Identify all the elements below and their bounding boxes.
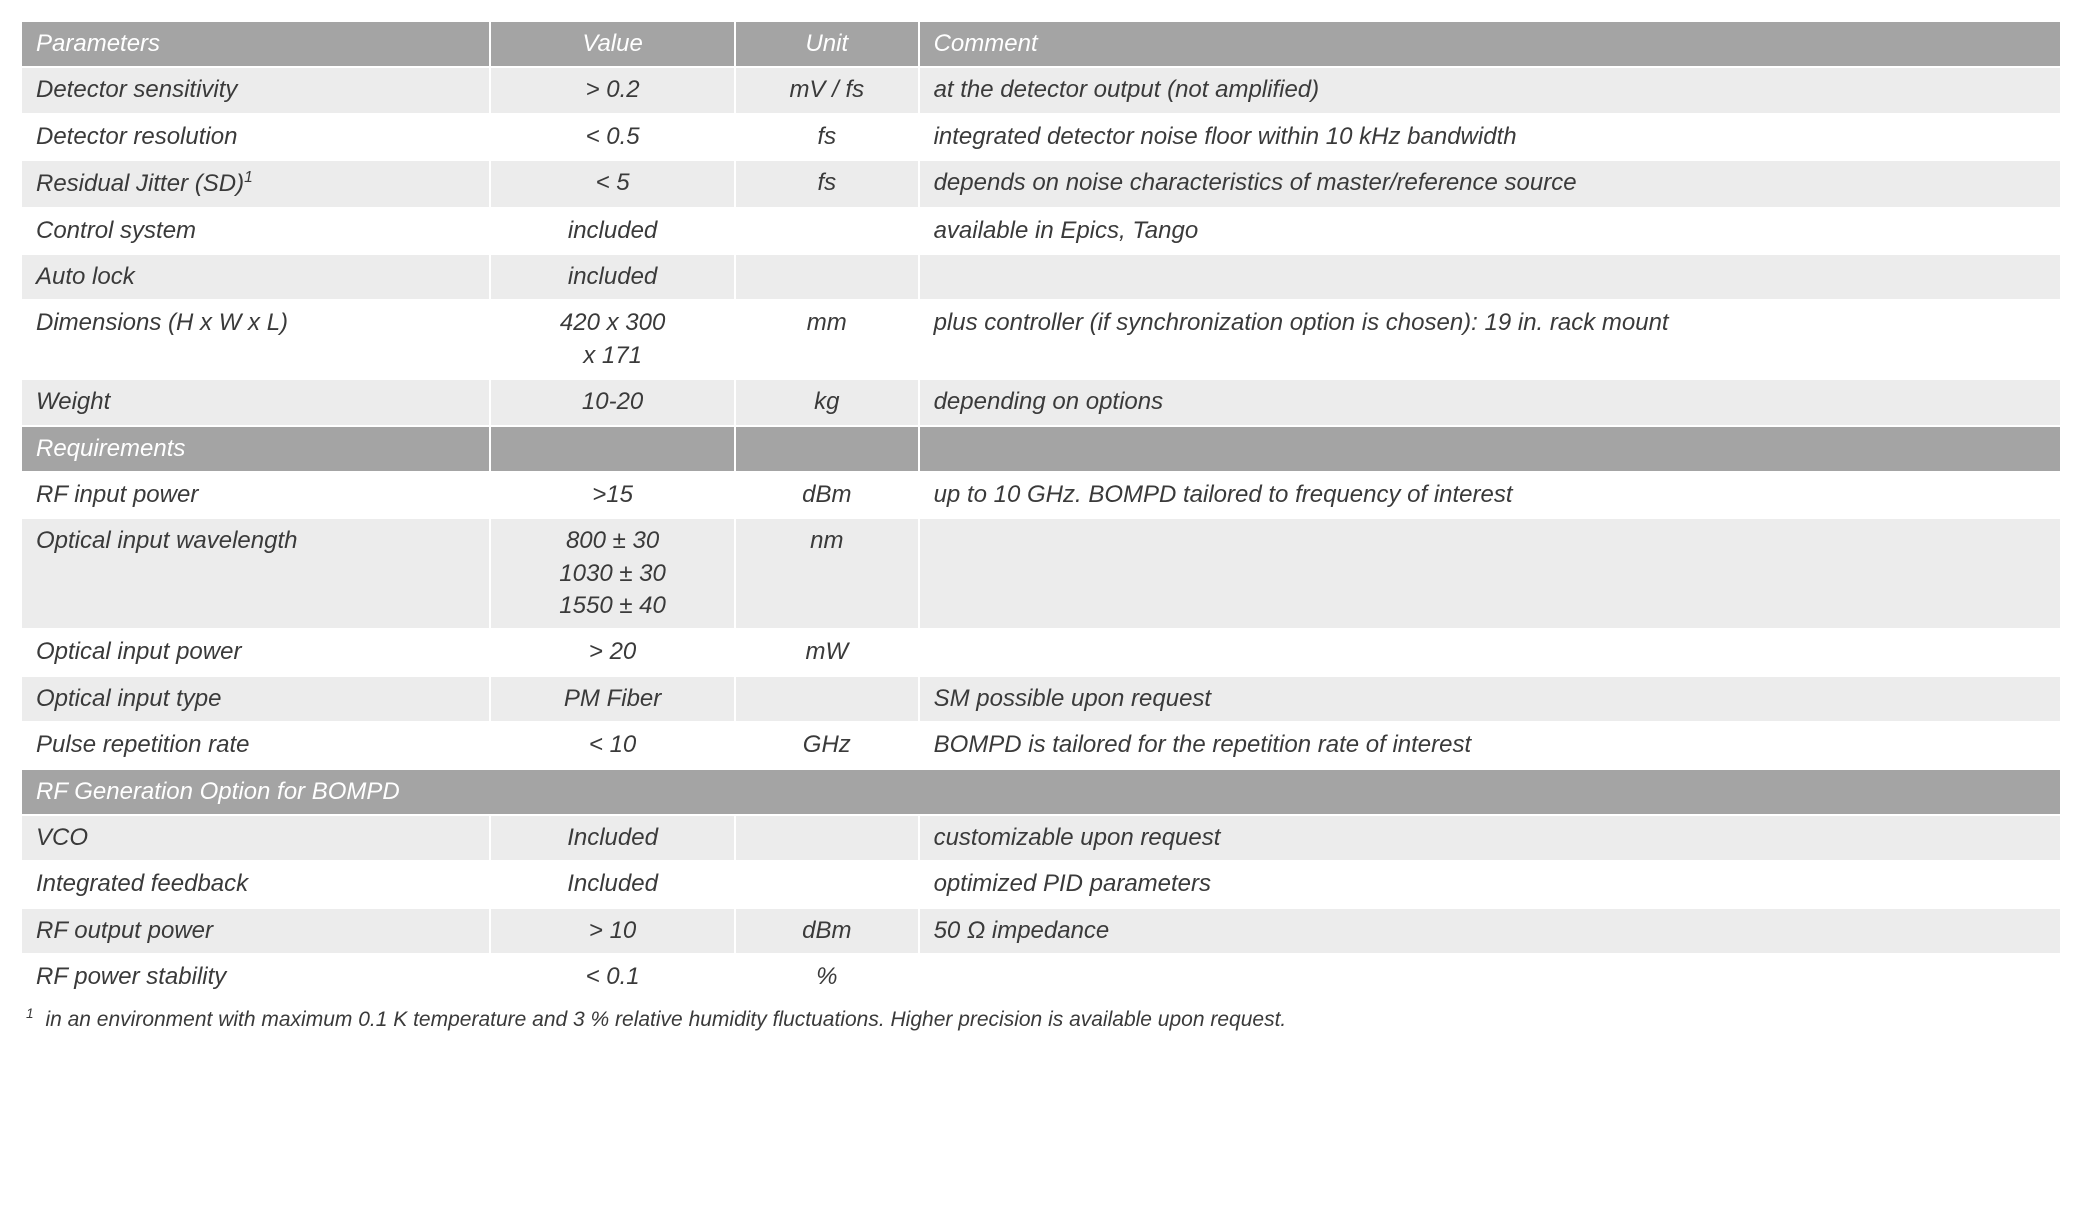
cell-unit: %	[735, 954, 919, 1000]
cell-unit: fs	[735, 114, 919, 160]
cell-param: Integrated feedback	[21, 861, 490, 907]
cell-param: RF power stability	[21, 954, 490, 1000]
spec-table: Parameters Value Unit Comment Detector s…	[20, 20, 2062, 1002]
cell-value: > 20	[490, 629, 735, 675]
table-row: Optical input power > 20 mW	[21, 629, 2061, 675]
cell-comment	[919, 954, 2061, 1000]
cell-param: Detector resolution	[21, 114, 490, 160]
cell-comment: 50 Ω impedance	[919, 908, 2061, 954]
cell-param: Control system	[21, 208, 490, 254]
cell-param: Pulse repetition rate	[21, 722, 490, 768]
section-header-requirements: Requirements	[21, 426, 2061, 472]
cell-value: >15	[490, 472, 735, 518]
section-title: Requirements	[21, 426, 490, 472]
cell-comment	[919, 518, 2061, 629]
cell-unit	[735, 208, 919, 254]
table-row: Weight 10-20 kg depending on options	[21, 379, 2061, 425]
table-row: Residual Jitter (SD)1 < 5 fs depends on …	[21, 160, 2061, 207]
cell-param: Optical input type	[21, 676, 490, 722]
cell-value: > 10	[490, 908, 735, 954]
cell-param: Optical input power	[21, 629, 490, 675]
cell-comment: at the detector output (not amplified)	[919, 67, 2061, 113]
cell-comment	[919, 254, 2061, 300]
table-row: Dimensions (H x W x L) 420 x 300 x 171 m…	[21, 300, 2061, 379]
section-header-rf-option: RF Generation Option for BOMPD	[21, 769, 2061, 815]
cell-comment: BOMPD is tailored for the repetition rat…	[919, 722, 2061, 768]
footnote-marker: 1	[244, 169, 253, 186]
cell-unit	[735, 676, 919, 722]
table-row: Optical input wavelength 800 ± 30 1030 ±…	[21, 518, 2061, 629]
footnote: 1 in an environment with maximum 0.1 K t…	[20, 1002, 2062, 1032]
cell-value: included	[490, 208, 735, 254]
cell-value: 800 ± 30 1030 ± 30 1550 ± 40	[490, 518, 735, 629]
cell-unit: mV / fs	[735, 67, 919, 113]
cell-comment: up to 10 GHz. BOMPD tailored to frequenc…	[919, 472, 2061, 518]
cell-value: < 0.5	[490, 114, 735, 160]
table-row: Pulse repetition rate < 10 GHz BOMPD is …	[21, 722, 2061, 768]
table-row: Integrated feedback Included optimized P…	[21, 861, 2061, 907]
cell-unit: dBm	[735, 908, 919, 954]
cell-comment	[919, 629, 2061, 675]
table-row: Detector resolution < 0.5 fs integrated …	[21, 114, 2061, 160]
table-row: Control system included available in Epi…	[21, 208, 2061, 254]
cell-comment: optimized PID parameters	[919, 861, 2061, 907]
cell-unit	[735, 254, 919, 300]
cell-value: PM Fiber	[490, 676, 735, 722]
table-header-row: Parameters Value Unit Comment	[21, 21, 2061, 67]
col-header-unit: Unit	[735, 21, 919, 67]
cell-comment: available in Epics, Tango	[919, 208, 2061, 254]
table-row: Auto lock included	[21, 254, 2061, 300]
footnote-marker: 1	[26, 1006, 34, 1021]
table-row: VCO Included customizable upon request	[21, 815, 2061, 861]
cell-unit: fs	[735, 160, 919, 207]
col-header-comment: Comment	[919, 21, 2061, 67]
cell-unit: dBm	[735, 472, 919, 518]
cell-param: Detector sensitivity	[21, 67, 490, 113]
cell-unit: kg	[735, 379, 919, 425]
cell-unit: mm	[735, 300, 919, 379]
footnote-text: in an environment with maximum 0.1 K tem…	[45, 1008, 1286, 1031]
cell-value: Included	[490, 815, 735, 861]
cell-param: Weight	[21, 379, 490, 425]
col-header-parameters: Parameters	[21, 21, 490, 67]
cell-value: < 5	[490, 160, 735, 207]
cell-value: > 0.2	[490, 67, 735, 113]
cell-value: < 10	[490, 722, 735, 768]
cell-unit: GHz	[735, 722, 919, 768]
cell-value: Included	[490, 861, 735, 907]
table-row: RF power stability < 0.1 %	[21, 954, 2061, 1000]
cell-comment: integrated detector noise floor within 1…	[919, 114, 2061, 160]
cell-comment: depends on noise characteristics of mast…	[919, 160, 2061, 207]
cell-param: Dimensions (H x W x L)	[21, 300, 490, 379]
cell-comment: SM possible upon request	[919, 676, 2061, 722]
cell-comment: depending on options	[919, 379, 2061, 425]
cell-param: Auto lock	[21, 254, 490, 300]
cell-value: 420 x 300 x 171	[490, 300, 735, 379]
cell-unit: mW	[735, 629, 919, 675]
cell-unit	[735, 815, 919, 861]
col-header-value: Value	[490, 21, 735, 67]
cell-unit	[735, 861, 919, 907]
cell-param: RF output power	[21, 908, 490, 954]
cell-comment: plus controller (if synchronization opti…	[919, 300, 2061, 379]
table-row: RF output power > 10 dBm 50 Ω impedance	[21, 908, 2061, 954]
table-row: Optical input type PM Fiber SM possible …	[21, 676, 2061, 722]
cell-param: RF input power	[21, 472, 490, 518]
table-row: Detector sensitivity > 0.2 mV / fs at th…	[21, 67, 2061, 113]
table-row: RF input power >15 dBm up to 10 GHz. BOM…	[21, 472, 2061, 518]
cell-param: Residual Jitter (SD)1	[21, 160, 490, 207]
cell-value: included	[490, 254, 735, 300]
cell-param: Optical input wavelength	[21, 518, 490, 629]
cell-param: VCO	[21, 815, 490, 861]
section-title: RF Generation Option for BOMPD	[21, 769, 2061, 815]
cell-comment: customizable upon request	[919, 815, 2061, 861]
cell-value: < 0.1	[490, 954, 735, 1000]
cell-unit: nm	[735, 518, 919, 629]
cell-value: 10-20	[490, 379, 735, 425]
